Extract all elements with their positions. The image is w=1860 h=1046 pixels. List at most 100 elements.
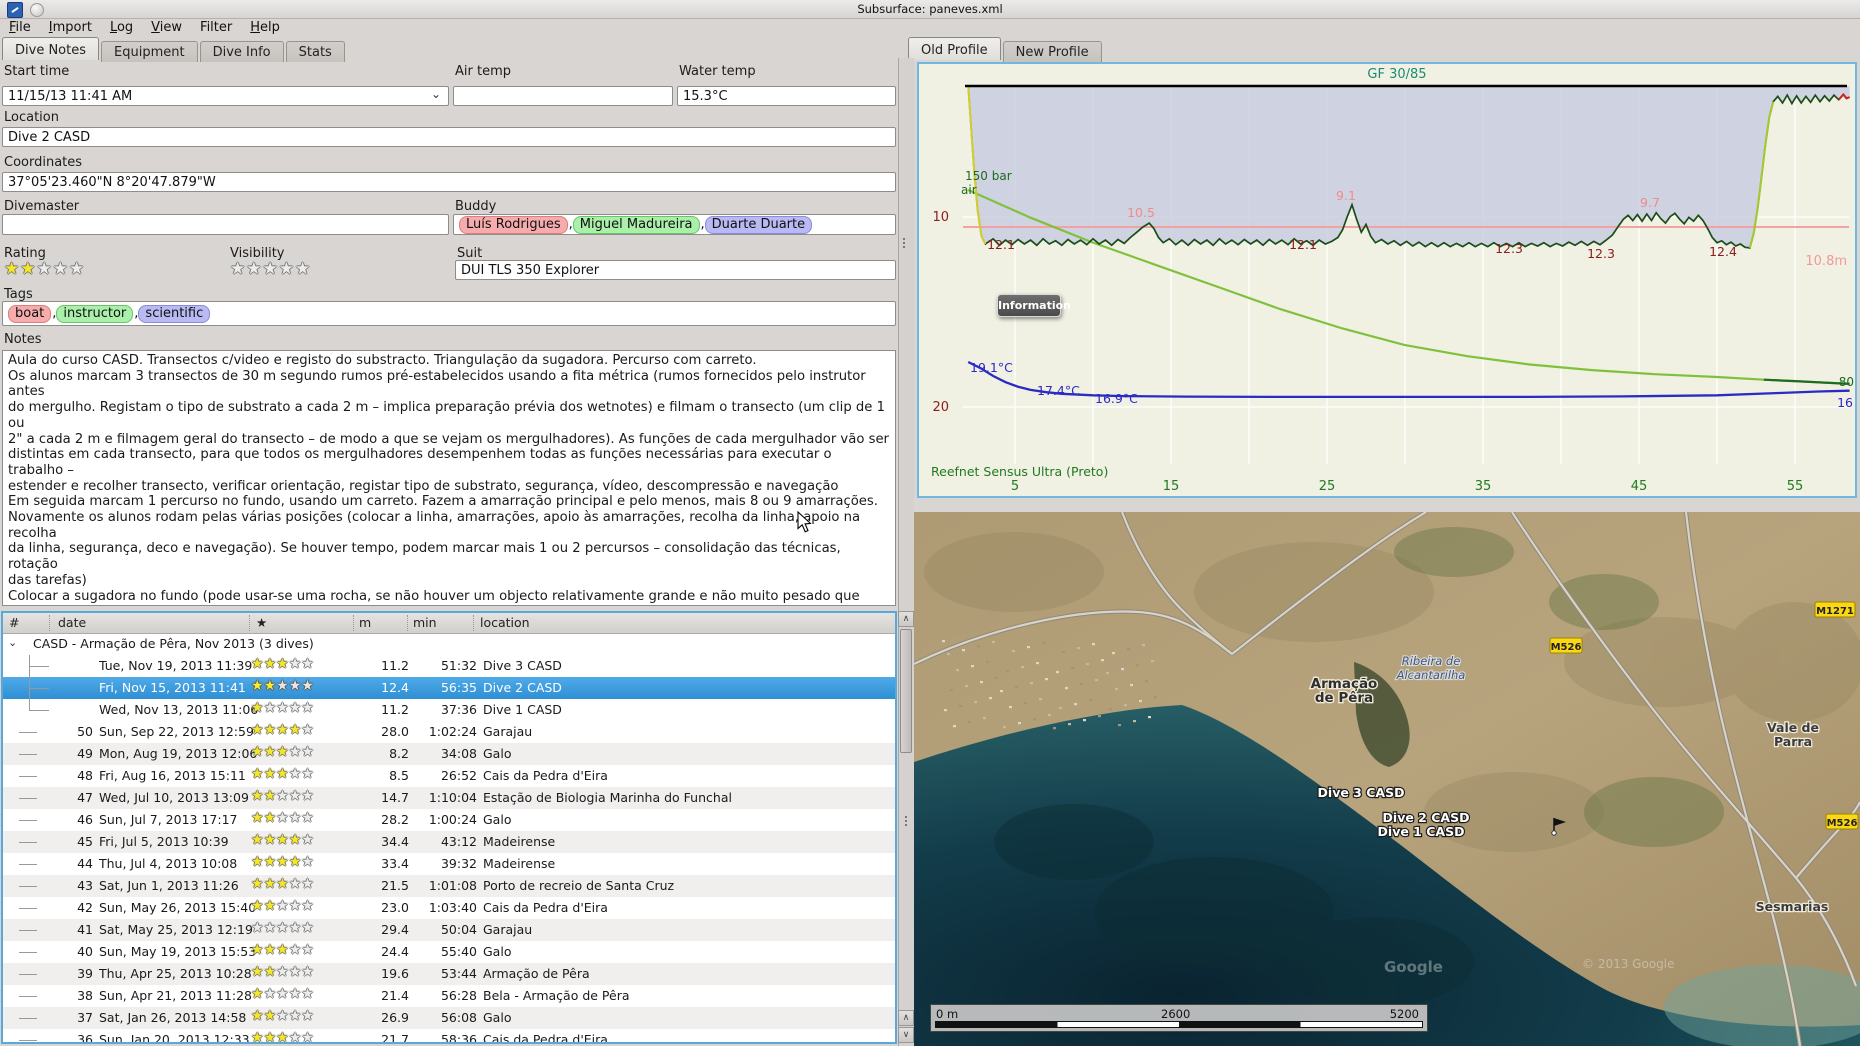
column-header-location[interactable]: location <box>480 615 530 630</box>
tab-dive-notes[interactable]: Dive Notes <box>2 37 99 60</box>
tree-line <box>19 820 37 821</box>
star-5[interactable]: ★ <box>69 259 86 279</box>
menu-import[interactable]: Import <box>48 20 92 35</box>
suit-input[interactable]: DUI TLS 350 Explorer <box>455 260 896 280</box>
avg-depth-label: 10.8m <box>1805 254 1847 269</box>
depth-axis-tick: 20 <box>932 400 949 415</box>
vegetation-patches <box>1394 527 1724 847</box>
dive-rating: ★★★★★ <box>251 1030 314 1042</box>
dive-row[interactable]: 39 Thu, Apr 25, 2013 10:28 ★★★★★ 19.6 53:44 A… <box>3 963 895 985</box>
menu-filter[interactable]: Filter <box>200 20 233 35</box>
star-3[interactable]: ★ <box>36 259 53 279</box>
column-header-min[interactable]: min <box>413 615 437 630</box>
water-temp-input[interactable]: 15.3°C <box>677 86 896 106</box>
tags-input[interactable]: boat, instructor, scientific <box>2 301 896 326</box>
notes-textarea[interactable]: Aula do curso CASD. Transectos c/video e… <box>2 350 896 606</box>
star-4: ★ <box>288 920 302 936</box>
scrollbar-thumb[interactable] <box>900 629 912 753</box>
dive-number: 46 <box>77 812 93 827</box>
star-4: ★ <box>288 832 302 848</box>
dive-rating: ★★★★★ <box>251 788 314 804</box>
scroll-up-button[interactable]: ∧ <box>898 611 914 627</box>
dive-row[interactable]: 48 Fri, Aug 16, 2013 15:11 ★★★★★ 8.5 26:52 Ca… <box>3 765 895 787</box>
tab-dive-info[interactable]: Dive Info <box>199 41 284 62</box>
star-3[interactable]: ★ <box>262 259 279 279</box>
dive-row[interactable]: Wed, Nov 13, 2013 11:06 ★★★★★ 11.2 37:36 Div… <box>3 699 895 721</box>
menu-log[interactable]: Log <box>109 20 134 35</box>
pill-miguel-madureira[interactable]: Miguel Madureira <box>572 215 700 234</box>
column-header-[interactable]: # <box>9 615 20 630</box>
dive-row[interactable]: 47 Wed, Jul 10, 2013 13:09 ★★★★★ 14.7 1:10:0… <box>3 787 895 809</box>
location-input[interactable]: Dive 2 CASD <box>2 127 896 147</box>
splitter[interactable] <box>898 58 914 1046</box>
dive-number: 39 <box>77 966 93 981</box>
svg-text:M526: M526 <box>1827 818 1858 829</box>
dive-list-header[interactable]: # date ★ m min location <box>3 613 895 634</box>
tab-equipment[interactable]: Equipment <box>101 41 198 62</box>
tab-stats[interactable]: Stats <box>285 41 345 62</box>
star-4[interactable]: ★ <box>52 259 69 279</box>
star-1[interactable]: ★ <box>230 259 247 279</box>
dive-date: Sun, Jul 7, 2013 17:17 <box>99 812 238 827</box>
dive-row[interactable]: 43 Sat, Jun 1, 2013 11:26 ★★★★★ 21.5 1:01:08… <box>3 875 895 897</box>
pill-scientific[interactable]: scientific <box>138 304 211 323</box>
star-4[interactable]: ★ <box>278 259 295 279</box>
air-temp-input[interactable] <box>453 86 673 106</box>
star-3: ★ <box>276 810 289 826</box>
column-header-m[interactable]: m <box>359 615 372 630</box>
visibility-stars[interactable]: ★★★★★ <box>230 259 311 279</box>
menu-help[interactable]: Help <box>250 20 280 35</box>
star-2[interactable]: ★ <box>246 259 263 279</box>
map[interactable]: Armação de Pêra Ribeira de Alcantarilha Vale… <box>914 512 1860 1046</box>
dive-rating: ★★★★★ <box>251 1008 314 1024</box>
menu-view[interactable]: View <box>151 20 183 35</box>
pill-lu-s-rodrigues[interactable]: Luís Rodrigues <box>459 215 568 234</box>
pill-instructor[interactable]: instructor <box>56 304 134 323</box>
dive-row[interactable]: 44 Thu, Jul 4, 2013 10:08 ★★★★★ 33.4 39:32 Ma… <box>3 853 895 875</box>
dive-row[interactable]: 49 Mon, Aug 19, 2013 12:06 ★★★★★ 8.2 34:08 Ga… <box>3 743 895 765</box>
dive-number: 50 <box>77 724 93 739</box>
dive-row[interactable]: 36 Sun, Jan 20, 2013 12:33 ★★★★★ 21.7 58:36 C… <box>3 1029 895 1042</box>
column-header-date[interactable]: date <box>58 615 87 630</box>
star-3: ★ <box>276 876 289 892</box>
dive-list[interactable]: # date ★ m min location ⌄ CASD - Armação de Pê… <box>1 611 897 1044</box>
scroll-down-button[interactable]: ∨ <box>898 1027 914 1043</box>
dive-row[interactable]: Tue, Nov 19, 2013 11:39 ★★★★★ 11.2 51:32 Div… <box>3 655 895 677</box>
dive-row[interactable]: 45 Fri, Jul 5, 2013 10:39 ★★★★★ 34.4 43:12 Ma… <box>3 831 895 853</box>
dive-row[interactable]: 40 Sun, May 19, 2013 15:53 ★★★★★ 24.4 55:40 G… <box>3 941 895 963</box>
window-menu-button[interactable] <box>30 3 44 17</box>
menu-file[interactable]: File <box>9 20 31 35</box>
pill-boat[interactable]: boat <box>8 304 52 323</box>
dive-row[interactable]: 37 Sat, Jan 26, 2013 14:58 ★★★★★ 26.9 56:08 G… <box>3 1007 895 1029</box>
dive-row[interactable]: Fri, Nov 15, 2013 11:41 ★★★★★ 12.4 56:35 Div… <box>3 677 895 699</box>
dive-row[interactable]: 42 Sun, May 26, 2013 15:40 ★★★★★ 23.0 1:03:4… <box>3 897 895 919</box>
splitter-handle2[interactable] <box>905 816 907 818</box>
star-5: ★ <box>301 920 314 936</box>
divemaster-input[interactable] <box>2 214 449 235</box>
collapse-chevron-icon[interactable]: ⌄ <box>8 636 18 649</box>
column-header-[interactable]: ★ <box>256 615 268 630</box>
splitter-handle[interactable] <box>903 238 905 240</box>
scroll-up-button2[interactable]: ∧ <box>898 1010 914 1026</box>
dive-location: Galo <box>483 812 512 827</box>
dive-site-marker[interactable] <box>1551 818 1566 836</box>
tab-old-profile[interactable]: Old Profile <box>908 37 1001 60</box>
dive-row[interactable]: 38 Sun, Apr 21, 2013 11:28 ★★★★★ 21.4 56:28 B… <box>3 985 895 1007</box>
dive-date: Sat, Jan 26, 2013 14:58 <box>99 1010 247 1025</box>
information-tooltip-button[interactable]: Information <box>997 294 1071 317</box>
star-2[interactable]: ★ <box>20 259 37 279</box>
dive-row[interactable]: 50 Sun, Sep 22, 2013 12:59 ★★★★★ 28.0 1:02:2… <box>3 721 895 743</box>
time-axis-tick: 55 <box>1787 479 1804 494</box>
star-5[interactable]: ★ <box>295 259 312 279</box>
buddy-input[interactable]: Luís Rodrigues, Miguel Madureira, Duarte… <box>453 214 896 235</box>
dive-trip-row[interactable]: ⌄ CASD - Armação de Pêra, Nov 2013 (3 div… <box>3 633 895 655</box>
rating-stars[interactable]: ★★★★★ <box>4 259 85 279</box>
profile-depth-label: 12.3 <box>1495 241 1523 256</box>
start-time-input[interactable]: 11/15/13 11:41 AM <box>2 86 449 106</box>
tab-new-profile[interactable]: New Profile <box>1002 41 1102 62</box>
star-1[interactable]: ★ <box>4 259 21 279</box>
dive-row[interactable]: 41 Sat, May 25, 2013 12:19 ★★★★★ 29.4 50:04 G… <box>3 919 895 941</box>
pill-duarte-duarte[interactable]: Duarte Duarte <box>704 215 813 234</box>
dive-row[interactable]: 46 Sun, Jul 7, 2013 17:17 ★★★★★ 28.2 1:00:24… <box>3 809 895 831</box>
coordinates-input[interactable]: 37°05'23.460"N 8°20'47.879"W <box>2 172 896 192</box>
